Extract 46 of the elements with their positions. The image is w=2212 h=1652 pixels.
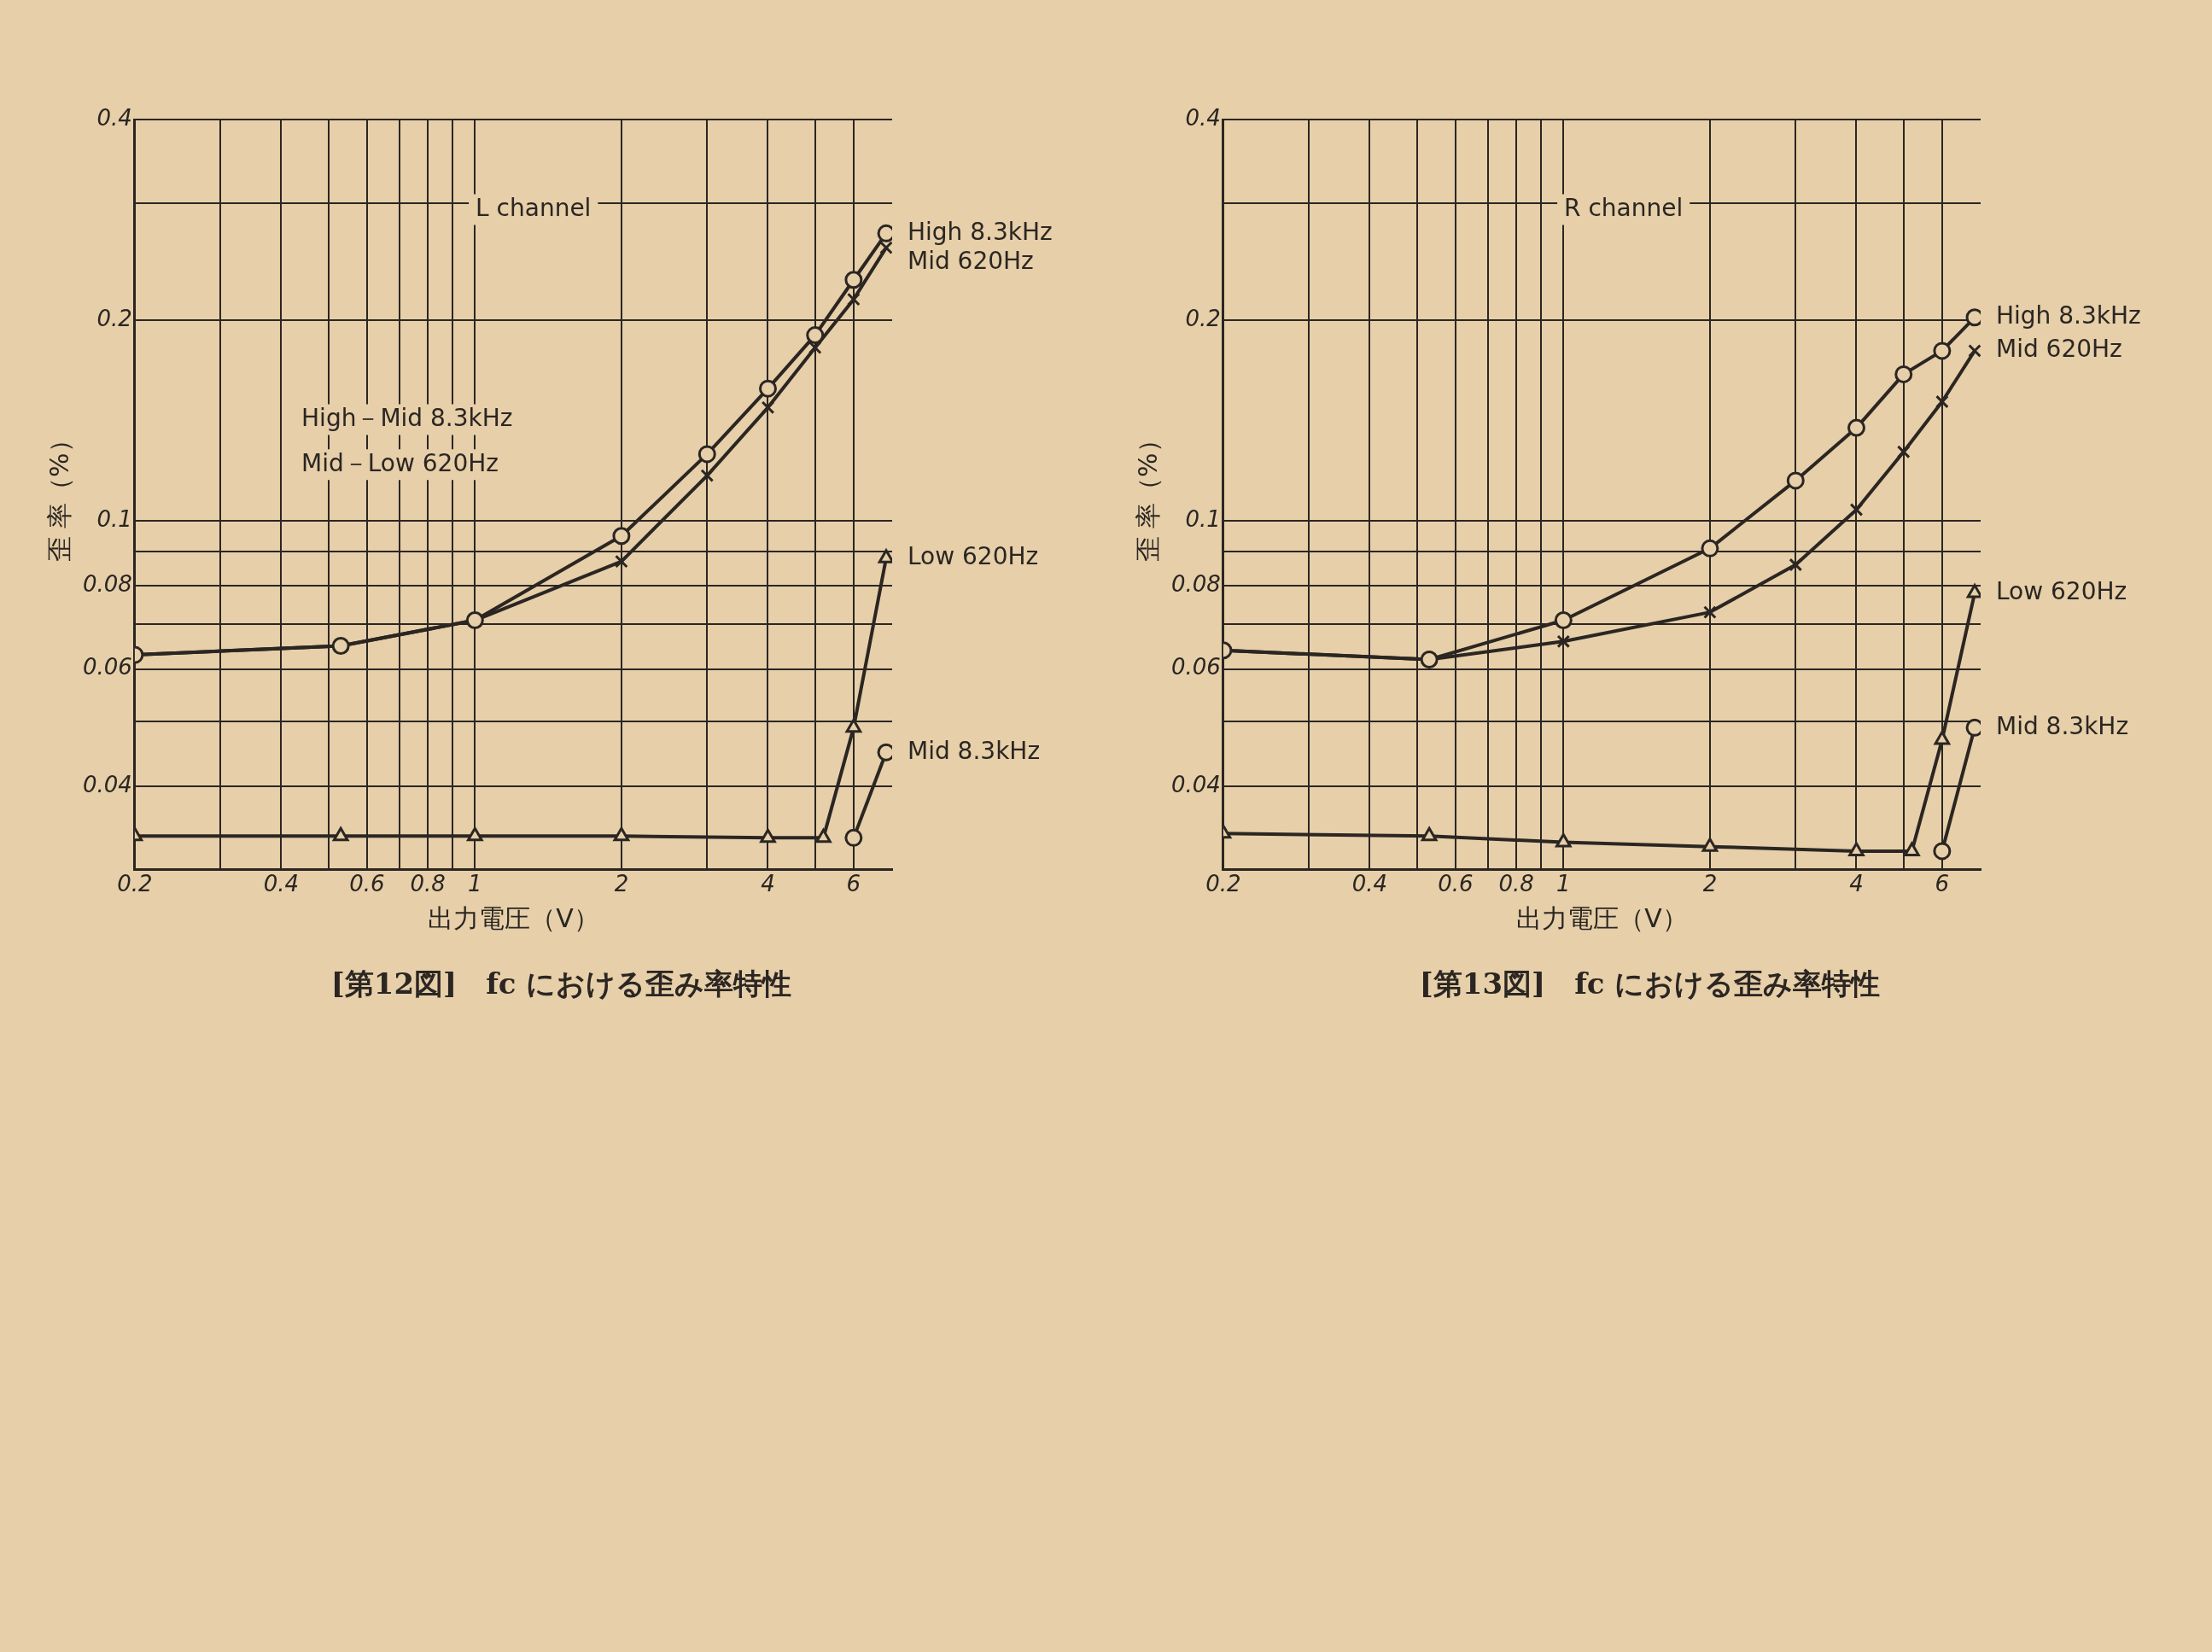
y-tick-label: 0.06 [1171, 654, 1221, 680]
annotation: R channel [1564, 193, 1684, 222]
x-tick-label: 6 [846, 871, 861, 897]
y-tick-label: 0.4 [96, 104, 132, 131]
series-label: Mid 8.3kHz [1996, 711, 2129, 740]
x-tick-label: 0.8 [410, 871, 446, 897]
y-tick-label: 0.04 [83, 771, 132, 797]
text: [第12図] fc における歪み率特性 [330, 966, 792, 1002]
annotation: Mid－Low 620Hz [301, 448, 499, 477]
text: [第13図] fc における歪み率特性 [1419, 966, 1881, 1002]
series-label: Mid 620Hz [1996, 335, 2122, 364]
x-tick-label: 2 [614, 871, 629, 897]
x-tick-label: 0.8 [1498, 871, 1534, 897]
series-label: High 8.3kHz [1996, 301, 2141, 330]
y-tick-label: 0.2 [96, 305, 132, 331]
y-tick-label: 0.1 [1185, 506, 1221, 533]
x-tick-label: 0.2 [1205, 871, 1241, 897]
x-tick-label: 4 [1849, 871, 1864, 897]
y-tick-label: 0.08 [83, 570, 132, 597]
y-axis-title: 歪 率（%） [1132, 427, 1163, 563]
x-tick-label: 1 [468, 871, 482, 897]
y-tick-label: 0.1 [96, 506, 132, 533]
series-label: Mid 8.3kHz [908, 736, 1041, 765]
x-tick-label: 2 [1702, 871, 1718, 897]
y-tick-label: 0.04 [1171, 771, 1221, 797]
y-tick-label: 0.08 [1171, 570, 1221, 597]
x-tick-label: 0.6 [349, 871, 385, 897]
y-axis-title: 歪 率（%） [44, 427, 74, 563]
series-label: High 8.3kHz [908, 217, 1053, 246]
annotation: L channel [476, 193, 592, 222]
x-tick-label: 0.6 [1438, 871, 1474, 897]
x-tick-label: 0.2 [117, 871, 153, 897]
x-axis-title: 出力電圧（V） [1516, 902, 1688, 933]
x-tick-label: 6 [1935, 871, 1950, 897]
series-label: Low 620Hz [1996, 576, 2127, 605]
y-tick-label: 0.06 [83, 654, 132, 680]
series-label: Mid 620Hz [908, 246, 1034, 275]
y-tick-label: 0.2 [1185, 305, 1221, 331]
x-tick-label: 0.4 [263, 871, 300, 897]
series-label: Low 620Hz [908, 541, 1039, 570]
y-tick-label: 0.4 [1185, 104, 1221, 131]
annotation: High－Mid 8.3kHz [301, 403, 513, 432]
x-tick-label: 4 [761, 871, 775, 897]
x-tick-label: 1 [1556, 871, 1571, 897]
x-axis-title: 出力電圧（V） [428, 902, 599, 933]
x-tick-label: 0.4 [1351, 871, 1388, 897]
